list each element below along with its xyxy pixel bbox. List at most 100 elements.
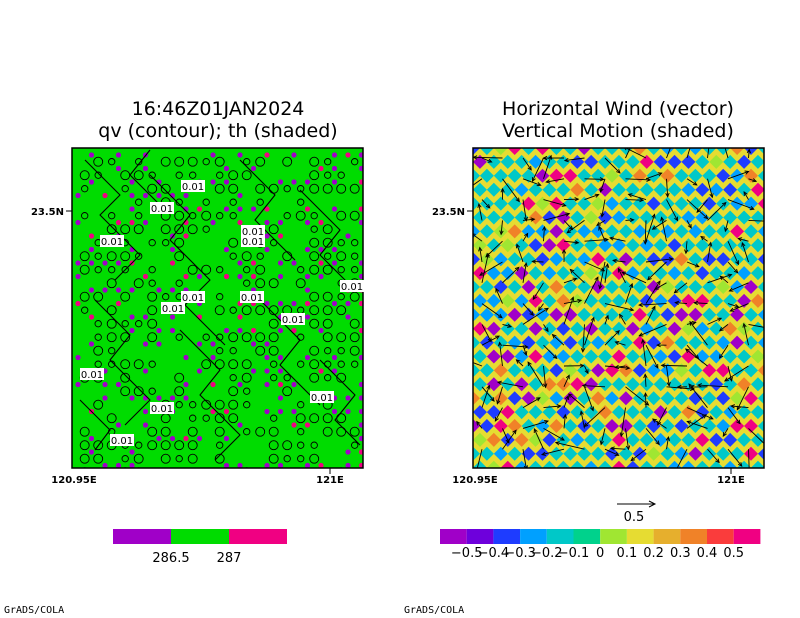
qv-contour-ring: [214, 305, 225, 316]
left-plot-frame: [71, 147, 364, 469]
contour-label: 0.01: [242, 227, 264, 238]
qv-contour-ring: [364, 198, 373, 207]
wind-vector: [481, 335, 500, 346]
wind-vector: [620, 407, 626, 437]
left-shading-cell: [358, 273, 363, 280]
right-shading-cell: [611, 432, 626, 447]
left-shading-cell: [142, 165, 149, 172]
right-shading-cell: [514, 460, 529, 468]
wind-vector-head: [718, 354, 724, 359]
qv-contour-ring: [106, 332, 117, 343]
right-shading-cell: [473, 363, 480, 378]
wind-vector-head: [561, 202, 567, 207]
wind-vector: [563, 299, 582, 305]
right-shading-cell: [570, 321, 585, 336]
wind-vector-head: [651, 305, 656, 311]
right-shading-cell: [618, 224, 633, 239]
qv-contour-ring: [349, 183, 360, 194]
wind-vector-head: [674, 300, 680, 306]
wind-vector: [727, 261, 739, 274]
qv-contour-ring: [148, 387, 156, 395]
qv-contour-ring: [216, 212, 224, 220]
left-shading-cell: [277, 233, 284, 239]
wind-vector-head: [718, 326, 724, 332]
right-shading-cell: [563, 391, 578, 406]
wind-vector-head: [656, 280, 661, 286]
qv-contour-ring: [310, 225, 318, 233]
qv-contour-line: [259, 299, 321, 406]
qv-contour-ring: [309, 264, 320, 275]
wind-vector: [727, 407, 741, 424]
left-shading-cell: [264, 206, 270, 212]
left-shading-cell: [196, 341, 203, 347]
wind-vector-head: [485, 253, 490, 259]
qv-contour-ring: [121, 266, 129, 274]
right-shading-cell: [528, 460, 543, 468]
wind-vector: [644, 374, 647, 387]
right-shading-cell: [653, 377, 668, 392]
wind-vector: [543, 324, 549, 332]
wind-vector: [748, 323, 764, 328]
right-shading-cell: [716, 363, 731, 378]
qv-contour-line: [299, 189, 356, 291]
right-colorbar-label: −0.5: [451, 546, 483, 561]
wind-vector: [584, 365, 589, 374]
right-shading-cell: [473, 280, 480, 294]
qv-contour-ring: [337, 360, 345, 368]
qv-contour-ring: [295, 278, 306, 289]
wind-vector-head: [614, 340, 620, 346]
wind-vector-head: [533, 428, 538, 434]
wind-vector: [661, 217, 667, 242]
left-shading-cell: [210, 381, 216, 388]
wind-vector: [625, 199, 644, 201]
wind-vector-head: [548, 154, 553, 160]
right-shading-cell: [639, 321, 654, 336]
left-shading-cell: [277, 395, 284, 401]
right-colorbar-labels: −0.5−0.4−0.3−0.2−0.1 0 0.1 0.2 0.3 0.4 0.5: [451, 546, 744, 561]
right-shading-cell: [653, 349, 668, 364]
wind-vector-head: [676, 384, 682, 390]
wind-vector: [736, 386, 749, 410]
contour-label: 0.01: [311, 393, 333, 404]
right-shading-cell: [695, 238, 710, 253]
wind-vector: [727, 199, 754, 210]
right-shading-cell: [514, 182, 529, 197]
right-shading-cell: [716, 252, 731, 267]
right-shading-cell: [660, 148, 675, 155]
wind-vector: [686, 344, 699, 359]
wind-vector: [666, 199, 679, 221]
vector-reference-label: 0.5: [624, 510, 645, 525]
right-shading-cell: [716, 224, 731, 239]
right-shading-cell: [737, 210, 752, 225]
wind-vector-head: [527, 361, 532, 367]
right-shading-cell: [577, 224, 592, 239]
wind-vector: [522, 303, 534, 316]
right-shading-cell: [493, 280, 508, 294]
wind-vector: [479, 247, 483, 263]
right-shading-cell: [653, 182, 668, 197]
wind-vector-head: [531, 259, 537, 264]
wind-vector: [481, 324, 492, 342]
right-shading-cell: [737, 321, 752, 336]
right-shading-cell: [514, 293, 529, 308]
qv-contour-ring: [322, 291, 333, 302]
right-shading-cell: [730, 363, 745, 378]
wind-vector: [687, 421, 708, 429]
contour-label: 0.01: [151, 204, 173, 215]
right-shading-cell: [549, 363, 564, 378]
left-shading-cell: [264, 381, 270, 388]
right-shading-cell: [493, 252, 508, 267]
right-shading-cell: [757, 392, 764, 405]
right-shading-cell: [528, 377, 543, 392]
right-shading-cell: [584, 154, 599, 169]
left-shading-cell: [75, 354, 81, 361]
wind-vector-head: [565, 212, 571, 217]
qv-contour-ring: [148, 279, 156, 287]
right-shading-cell: [605, 335, 619, 350]
qv-contour-ring: [94, 360, 102, 368]
wind-vector-head: [708, 415, 714, 420]
right-shading-cell: [723, 293, 738, 308]
qv-contour-ring: [135, 441, 143, 449]
wind-vector: [645, 280, 661, 304]
right-shading-cell: [632, 252, 647, 267]
